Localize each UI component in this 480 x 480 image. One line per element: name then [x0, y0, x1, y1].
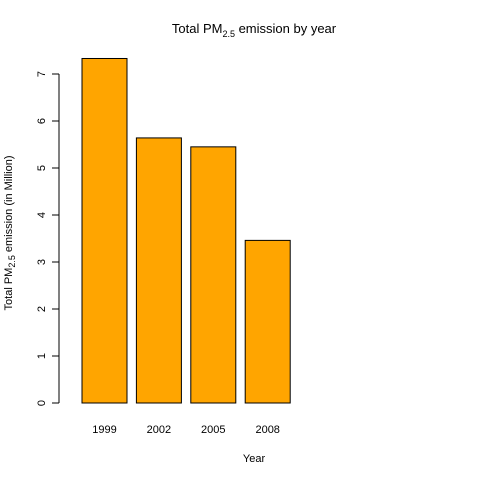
y-axis-title-suffix: emission (in Million)	[3, 156, 15, 256]
y-tick-label: 7	[36, 71, 48, 77]
y-tick-label: 2	[36, 306, 48, 312]
x-tick-label-1999: 1999	[92, 424, 116, 436]
bar-1999	[81, 57, 128, 404]
y-tick-label: 5	[36, 165, 48, 171]
chart-title-prefix: Total PM	[172, 21, 223, 36]
chart-title-suffix: emission by year	[235, 21, 337, 36]
x-tick-label-2005: 2005	[201, 424, 225, 436]
x-axis-labels: 1999 2002 2005 2008	[92, 424, 280, 436]
y-tick-label: 1	[36, 353, 48, 359]
chart-title: Total PM2.5 emission by year	[172, 21, 337, 39]
x-axis-title: Year	[243, 453, 266, 465]
bar-2002	[135, 137, 182, 404]
bars-group	[81, 57, 291, 404]
x-tick-label-2008: 2008	[255, 424, 279, 436]
y-tick-label: 4	[36, 212, 48, 218]
y-tick-label: 6	[36, 118, 48, 124]
x-tick-label-2002: 2002	[147, 424, 171, 436]
y-axis-ticks: 0 1 2 3 4 5 6 7	[36, 71, 59, 406]
y-tick-label: 0	[36, 400, 48, 406]
y-tick-label: 3	[36, 259, 48, 265]
y-axis-title: Total PM2.5 emission (in Million)	[3, 156, 17, 311]
bar-2005	[190, 146, 237, 404]
bar-2008	[244, 239, 291, 404]
y-axis-title-subscript: 2.5	[7, 255, 17, 268]
chart-title-subscript: 2.5	[222, 29, 235, 39]
y-axis-title-prefix: Total PM	[3, 268, 15, 311]
